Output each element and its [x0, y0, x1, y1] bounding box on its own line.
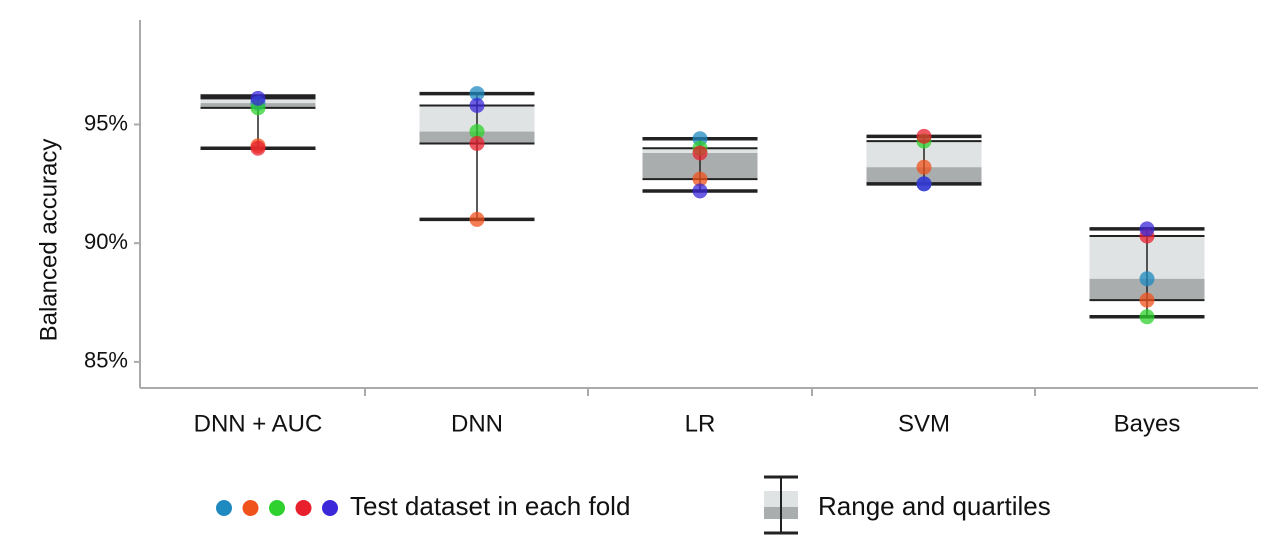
legend-dot: [216, 500, 232, 516]
y-tick-label: 85%: [84, 348, 128, 373]
fold-point: [1139, 271, 1155, 287]
fold-point: [916, 176, 932, 192]
x-tick-label: DNN: [451, 410, 503, 437]
fold-point: [1139, 292, 1155, 308]
x-tick-label: DNN + AUC: [194, 410, 323, 437]
x-tick-label: SVM: [898, 410, 950, 437]
y-tick-label: 90%: [84, 229, 128, 254]
legend-label: Test dataset in each fold: [350, 491, 630, 521]
legend-label: Range and quartiles: [818, 491, 1051, 521]
legend-dot: [242, 500, 259, 516]
fold-point: [250, 140, 266, 156]
legend-dot: [269, 500, 285, 516]
x-tick-label: Bayes: [1114, 410, 1181, 437]
fold-point: [692, 171, 708, 187]
fold-point: [250, 90, 266, 106]
fold-point: [692, 145, 708, 161]
x-tick-label: LR: [685, 410, 716, 437]
legend-dot: [322, 500, 338, 516]
legend-box-icon: [764, 475, 798, 535]
fold-point: [1139, 309, 1155, 325]
fold-point: [469, 211, 485, 227]
y-tick-label: 95%: [84, 110, 128, 135]
fold-point: [692, 183, 708, 199]
fold-point: [916, 128, 932, 144]
fold-point: [469, 86, 485, 102]
legend-dot: [295, 500, 312, 516]
fold-point: [1139, 221, 1155, 237]
fold-point: [916, 159, 932, 175]
fold-point: [469, 124, 485, 140]
fold-point: [469, 97, 485, 113]
fold-point: [469, 135, 485, 151]
y-axis-label: Balanced accuracy: [35, 139, 62, 342]
x-separators: [364, 388, 1036, 396]
